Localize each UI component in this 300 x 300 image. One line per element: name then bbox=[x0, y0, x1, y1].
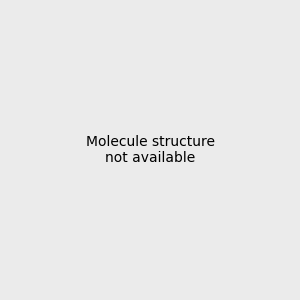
Text: Molecule structure
not available: Molecule structure not available bbox=[85, 135, 214, 165]
